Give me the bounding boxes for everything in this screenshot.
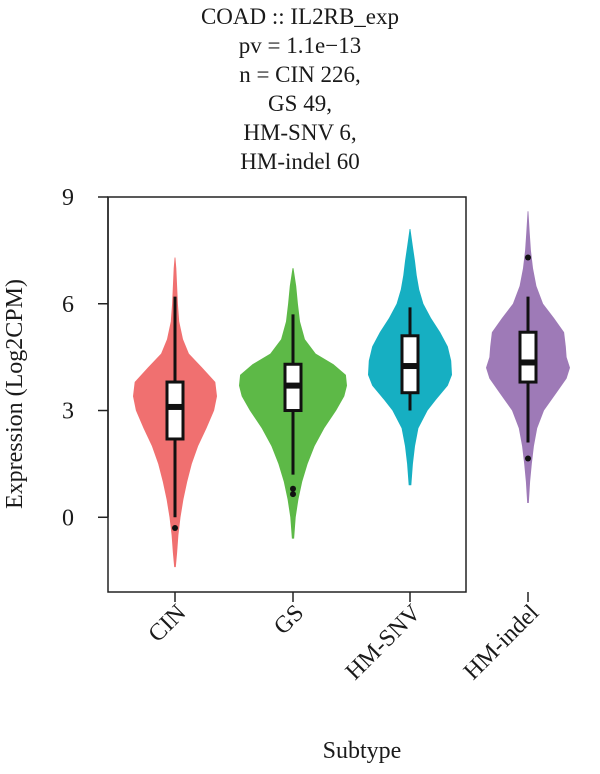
sample-count-line-hm-snv: HM-SNV 6, xyxy=(243,120,357,145)
x-tick-label-hm-snv: HM-SNV xyxy=(341,599,427,685)
outlier-point xyxy=(290,491,296,498)
y-tick-label: 9 xyxy=(62,185,74,211)
x-axis: CIN GS HM-SNV HM-indel xyxy=(144,592,545,686)
median-gs xyxy=(286,382,300,389)
median-hm-snv xyxy=(403,363,417,370)
sample-count-line-cin: n = CIN 226, xyxy=(239,62,361,87)
outlier-point xyxy=(525,254,531,261)
x-axis-label: Subtype xyxy=(323,738,402,764)
violin-layer xyxy=(133,211,570,568)
x-tick-label-hm-indel: HM-indel xyxy=(459,600,545,686)
p-value-line: pv = 1.1e−13 xyxy=(238,33,362,58)
y-axis-label: Expression (Log2CPM) xyxy=(2,279,28,509)
y-tick-label: 6 xyxy=(62,292,74,318)
box-cin xyxy=(165,380,185,441)
x-tick-label-gs: GS xyxy=(269,600,309,640)
y-axis: 0 3 6 9 xyxy=(62,185,109,531)
outlier-point xyxy=(290,485,296,492)
chart-title-block: COAD :: IL2RB_exp pv = 1.1e−13 n = CIN 2… xyxy=(0,2,600,176)
outlier-point xyxy=(172,524,178,531)
sample-count-line-hm-indel: HM-indel 60 xyxy=(240,149,360,174)
y-tick-label: 3 xyxy=(62,399,74,425)
median-hm-indel xyxy=(521,359,535,366)
x-tick-label-cin: CIN xyxy=(144,600,192,648)
median-cin xyxy=(168,403,182,410)
y-tick-label: 0 xyxy=(62,505,74,531)
box-layer xyxy=(165,254,538,531)
box-hm-indel xyxy=(518,330,538,384)
chart-title: COAD :: IL2RB_exp xyxy=(200,4,400,29)
sample-count-line-gs: GS 49, xyxy=(268,91,332,116)
outlier-point xyxy=(525,455,531,462)
